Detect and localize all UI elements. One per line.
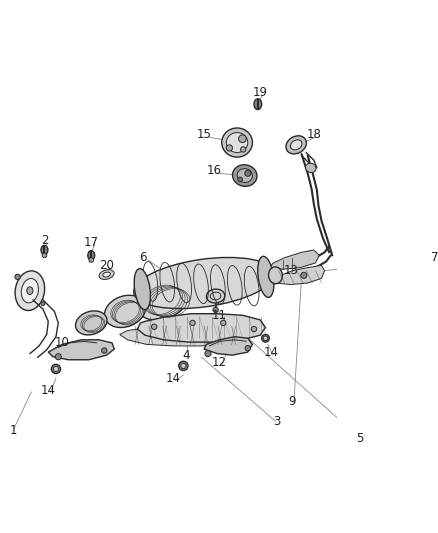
Text: 18: 18 [307,128,321,141]
Text: 16: 16 [207,165,222,177]
Ellipse shape [226,145,233,151]
Polygon shape [274,265,325,285]
Text: 14: 14 [41,384,56,397]
Ellipse shape [251,326,257,332]
Ellipse shape [268,267,283,284]
Ellipse shape [305,163,316,173]
Text: 19: 19 [253,86,268,99]
Ellipse shape [258,256,274,297]
Ellipse shape [15,271,45,311]
Text: 2: 2 [41,233,48,247]
Ellipse shape [263,336,268,341]
Ellipse shape [134,269,150,310]
Ellipse shape [233,165,257,187]
Ellipse shape [102,348,107,353]
Ellipse shape [180,363,186,369]
Ellipse shape [245,170,251,176]
Polygon shape [48,340,114,360]
Ellipse shape [42,253,47,257]
Ellipse shape [226,133,248,152]
Ellipse shape [75,311,107,335]
Ellipse shape [237,168,252,182]
Polygon shape [120,325,246,346]
Ellipse shape [53,366,59,372]
Ellipse shape [21,279,39,303]
Ellipse shape [99,270,114,279]
Ellipse shape [103,272,110,277]
Ellipse shape [41,302,45,305]
Polygon shape [204,337,252,355]
Ellipse shape [286,136,307,154]
Text: 5: 5 [356,432,364,445]
Ellipse shape [290,140,302,150]
Text: 7: 7 [431,251,438,264]
Ellipse shape [89,257,94,262]
Text: 4: 4 [183,349,190,362]
Text: 3: 3 [273,415,281,427]
Polygon shape [137,314,265,342]
Ellipse shape [55,353,61,360]
Ellipse shape [15,274,20,279]
Ellipse shape [221,320,226,326]
Text: 11: 11 [212,309,227,322]
Ellipse shape [222,128,252,157]
Ellipse shape [179,361,188,370]
Text: 20: 20 [99,259,114,272]
Ellipse shape [152,324,157,329]
Text: 1: 1 [10,424,18,437]
Ellipse shape [88,251,95,260]
Ellipse shape [240,147,246,152]
Text: 14: 14 [166,372,181,385]
Ellipse shape [105,295,145,328]
Ellipse shape [190,320,195,326]
Text: 14: 14 [263,345,279,359]
Text: 13: 13 [283,264,298,277]
Ellipse shape [27,287,33,295]
Ellipse shape [245,345,251,351]
Ellipse shape [254,99,261,110]
Ellipse shape [238,177,243,182]
Ellipse shape [205,351,211,357]
Text: 9: 9 [289,395,296,408]
Ellipse shape [213,307,218,312]
Ellipse shape [134,257,275,309]
Ellipse shape [206,289,225,303]
Text: 17: 17 [84,236,99,249]
Ellipse shape [136,280,188,320]
Text: 15: 15 [197,128,212,141]
Text: 12: 12 [212,357,227,369]
Polygon shape [269,250,319,269]
Text: 10: 10 [55,336,70,349]
Ellipse shape [51,365,60,374]
Ellipse shape [261,334,269,342]
Ellipse shape [41,245,48,255]
Ellipse shape [239,135,246,142]
Ellipse shape [193,290,210,304]
Text: 6: 6 [139,251,146,264]
Ellipse shape [301,272,307,278]
